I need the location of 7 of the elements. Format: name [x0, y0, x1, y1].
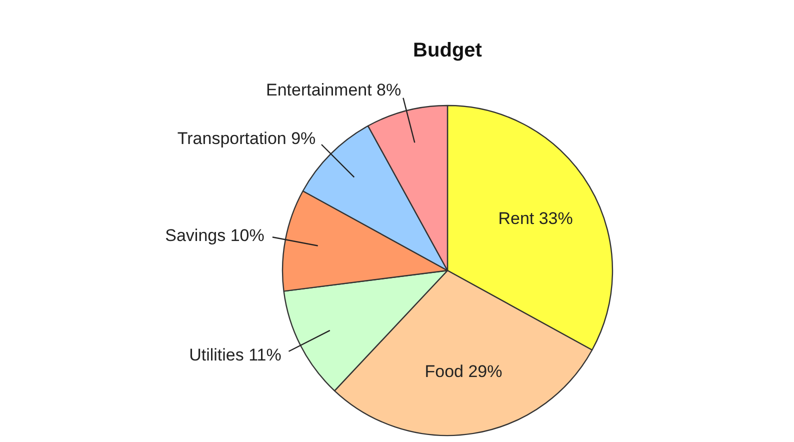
slice-label: Utilities 11%	[189, 346, 282, 365]
slice-label: Rent 33%	[498, 208, 573, 228]
slice-label: Savings 10%	[165, 226, 264, 246]
chart-title: Budget	[413, 40, 482, 62]
slice-label: Transportation 9%	[177, 129, 316, 148]
slice-label: Food 29%	[424, 362, 502, 382]
slice-label: Entertainment 8%	[266, 80, 402, 100]
